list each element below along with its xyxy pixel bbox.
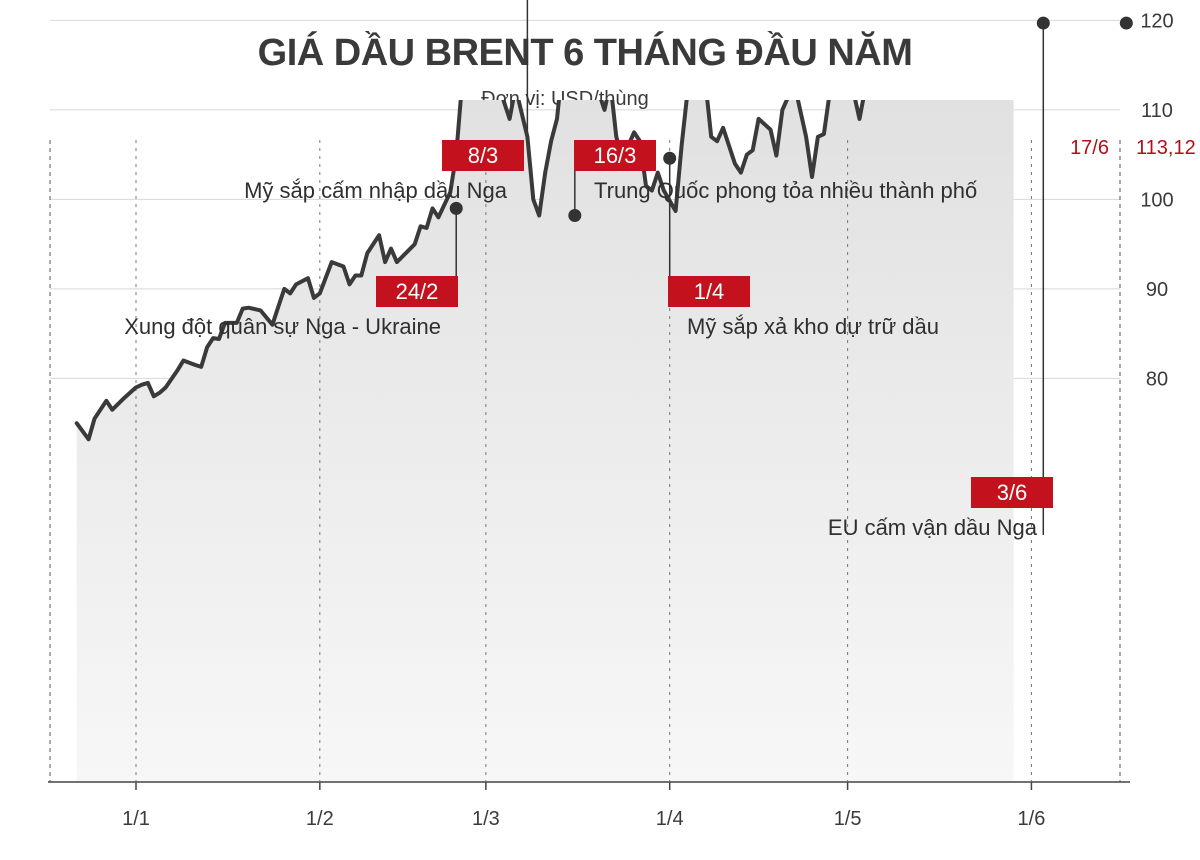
annotation-text-16-3: Trung Quốc phong tỏa nhiều thành phố <box>594 178 977 203</box>
x-tick-label-1/4: 1/4 <box>656 808 684 830</box>
annotation-date-24-2: 24/2 <box>396 279 439 304</box>
last-point-date: 17/6 <box>1070 137 1109 159</box>
line-layer <box>74 100 866 442</box>
annotation-date-16-3: 16/3 <box>594 143 637 168</box>
annotation-point-24-2 <box>449 201 463 215</box>
annotation-point-16-3 <box>568 209 582 223</box>
annotation-text-8-3: Mỹ sắp cấm nhập dầu Nga <box>244 178 508 203</box>
chart-title: GIÁ DẦU BRENT 6 THÁNG ĐẦU NĂM <box>257 32 913 74</box>
annotation-text-3-6: EU cấm vận dầu Nga <box>828 515 1038 540</box>
x-tick-label-1/2: 1/2 <box>306 808 334 830</box>
y-tick-label-120: 120 <box>1140 10 1173 32</box>
x-tick-label-1/6: 1/6 <box>1018 808 1046 830</box>
price-line <box>74 100 866 442</box>
annotation-badge-16-3 <box>574 140 656 171</box>
last-point-marker <box>1119 16 1133 30</box>
annotation-date-1-4: 1/4 <box>694 279 725 304</box>
annotation-badge-24-2 <box>376 276 458 307</box>
annotation-point-1-4 <box>663 151 677 165</box>
annotation-text-24-2: Xung đột quân sự Nga - Ukraine <box>124 314 441 339</box>
annotation-badge-8-3 <box>442 140 524 171</box>
annotation-text-1-4: Mỹ sắp xả kho dự trữ dầu <box>687 314 939 339</box>
annotation-date-8-3: 8/3 <box>468 143 499 168</box>
axis-layer <box>48 140 1130 790</box>
annotation-date-3-6: 3/6 <box>997 480 1028 505</box>
x-tick-label-1/3: 1/3 <box>472 808 500 830</box>
annotation-badge-1-4 <box>668 276 750 307</box>
annotation-point-3-6 <box>1036 16 1050 30</box>
y-tick-label-110: 110 <box>1141 100 1173 122</box>
y-tick-label-100: 100 <box>1140 189 1173 211</box>
x-tick-label-1/1: 1/1 <box>122 808 150 830</box>
price-area <box>76 100 1014 782</box>
tick-labels: 80 90 100 110 120 1/1 1/2 1/3 1/4 1/5 1/6 <box>122 10 1174 830</box>
annotations: 24/2 Xung đột quân sự Nga - Ukraine 8/3 Mỹ … <box>124 16 1196 540</box>
x-tick-label-1/5: 1/5 <box>834 808 862 830</box>
y-tick-label-90: 90 <box>1146 279 1168 301</box>
last-point-value: 113,12 <box>1136 137 1196 159</box>
annotation-badge-3-6 <box>971 477 1053 508</box>
area-layer <box>76 100 1014 782</box>
y-tick-label-80: 80 <box>1146 368 1168 390</box>
